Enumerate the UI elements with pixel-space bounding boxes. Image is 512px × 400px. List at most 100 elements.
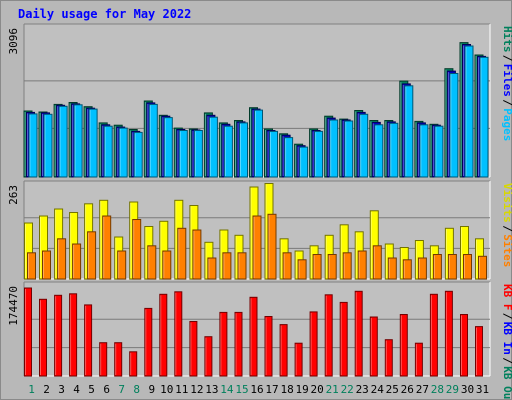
bar-kb-f-day-14 — [219, 311, 228, 377]
bar-sites-day-21 — [327, 254, 337, 280]
bar-kb-f-day-30 — [460, 314, 468, 377]
bar-pages-day-25 — [389, 122, 399, 178]
panel-visits: 263 Visits / Sites — [7, 180, 512, 280]
bar-kb-f-day-9 — [144, 307, 153, 377]
bar-kb-f-day-6 — [99, 342, 108, 377]
bar-pages-day-1 — [28, 113, 38, 178]
bar-pages-day-28 — [434, 125, 444, 178]
bar-sites-day-7 — [117, 250, 127, 280]
bar-sites-day-23 — [357, 250, 367, 280]
bar-pages-day-4 — [73, 104, 83, 178]
bar-sites-day-25 — [387, 257, 397, 280]
bar-kb-f-day-21 — [324, 294, 333, 377]
bar-sites-day-30 — [463, 254, 472, 280]
bar-pages-day-23 — [359, 113, 369, 178]
legend-hits: Hits — [501, 26, 512, 53]
panel-kbytes: 174470 KB F / KB In / KB Out — [7, 281, 512, 400]
bar-pages-day-20 — [314, 130, 324, 178]
bar-sites-day-10 — [162, 250, 172, 280]
bar-sites-day-20 — [312, 254, 322, 280]
bar-pages-day-9 — [148, 103, 158, 178]
bar-pages-day-27 — [419, 124, 429, 178]
bar-kb-f-day-8 — [129, 351, 138, 377]
legend-sites: Sites — [501, 234, 512, 267]
bar-sites-day-26 — [402, 259, 412, 280]
bar-sites-day-29 — [447, 254, 457, 280]
x-tick-label-day-31: 31 — [476, 383, 489, 396]
x-tick-label-day-12: 12 — [190, 383, 203, 396]
bars-hits — [23, 42, 489, 178]
bar-sites-day-4 — [72, 243, 82, 280]
bar-pages-day-15 — [239, 122, 248, 178]
panel-legend: Hits / Files / Pages — [501, 26, 512, 141]
x-tick-label-day-22: 22 — [341, 383, 354, 396]
bar-sites-day-18 — [282, 252, 292, 280]
x-tick-label-day-14: 14 — [220, 383, 234, 396]
legend-separator: / — [501, 225, 512, 232]
bar-kb-f-day-31 — [475, 326, 483, 377]
x-tick-label-day-11: 11 — [175, 383, 188, 396]
bar-kb-f-day-23 — [354, 290, 363, 377]
bar-sites-day-5 — [87, 231, 97, 280]
x-tick-label-day-19: 19 — [295, 383, 308, 396]
bar-pages-day-14 — [223, 125, 233, 178]
x-tick-label-day-10: 10 — [160, 383, 173, 396]
bar-pages-day-7 — [118, 127, 128, 178]
bar-sites-day-2 — [42, 250, 51, 280]
bar-sites-day-27 — [417, 257, 427, 280]
x-tick-label-day-29: 29 — [446, 383, 459, 396]
x-tick-label-day-28: 28 — [431, 383, 444, 396]
x-tick-label-day-24: 24 — [371, 383, 385, 396]
bar-kb-f-day-19 — [294, 342, 303, 377]
bar-kb-f-day-1 — [24, 287, 32, 377]
x-tick-label-day-13: 13 — [205, 383, 218, 396]
bar-kb-f-day-28 — [429, 293, 438, 377]
y-max-label: 174470 — [7, 286, 20, 326]
x-tick-label-day-9: 9 — [148, 383, 155, 396]
x-tick-label-day-7: 7 — [118, 383, 125, 396]
bar-pages-day-16 — [254, 109, 263, 178]
bar-pages-day-19 — [299, 146, 309, 178]
x-tick-label-day-20: 20 — [310, 383, 323, 396]
bar-pages-day-31 — [479, 56, 489, 178]
bar-sites-day-3 — [57, 238, 67, 280]
bar-sites-day-31 — [478, 255, 487, 280]
bar-kb-f-day-22 — [339, 301, 348, 377]
bar-pages-day-21 — [329, 119, 339, 178]
bar-pages-day-5 — [88, 108, 98, 178]
bars-visits — [24, 183, 487, 280]
bar-pages-day-24 — [374, 124, 384, 178]
bar-kb-f-day-7 — [114, 342, 123, 377]
x-tick-label-day-4: 4 — [73, 383, 80, 396]
bar-kb-f-day-11 — [174, 291, 183, 377]
bar-pages-day-18 — [284, 137, 294, 178]
x-tick-label-day-6: 6 — [103, 383, 110, 396]
bar-kb-f-day-15 — [234, 311, 243, 377]
bar-kb-f-day-16 — [249, 296, 258, 377]
legend-separator: / — [501, 55, 512, 62]
bar-kb-f-day-27 — [414, 342, 423, 377]
x-tick-label-day-21: 21 — [326, 383, 339, 396]
bars-kbytes — [24, 287, 483, 377]
bar-pages-day-13 — [208, 116, 218, 178]
x-tick-label-day-3: 3 — [58, 383, 65, 396]
bar-kb-f-day-2 — [39, 298, 47, 377]
x-tick-label-day-16: 16 — [250, 383, 263, 396]
legend-pages: Pages — [501, 108, 512, 141]
bar-sites-day-6 — [102, 215, 112, 280]
bar-kb-f-day-24 — [369, 316, 378, 377]
legend-kb-in: KB In — [501, 322, 512, 355]
x-tick-label-day-25: 25 — [386, 383, 399, 396]
bar-pages-day-8 — [133, 131, 143, 178]
panel-legend: Visits / Sites — [501, 183, 512, 267]
panel-hits: 3096 Hits / Files / Pages — [7, 23, 512, 178]
panel-legend: KB F / KB In / KB Out — [501, 284, 512, 400]
bar-pages-day-6 — [103, 125, 113, 178]
legend-kb-f: KB F — [501, 284, 512, 311]
y-max-label: 263 — [7, 185, 20, 205]
x-tick-label-day-5: 5 — [88, 383, 95, 396]
bar-pages-day-26 — [404, 85, 414, 178]
legend-kb-out: KB Out — [501, 366, 512, 400]
